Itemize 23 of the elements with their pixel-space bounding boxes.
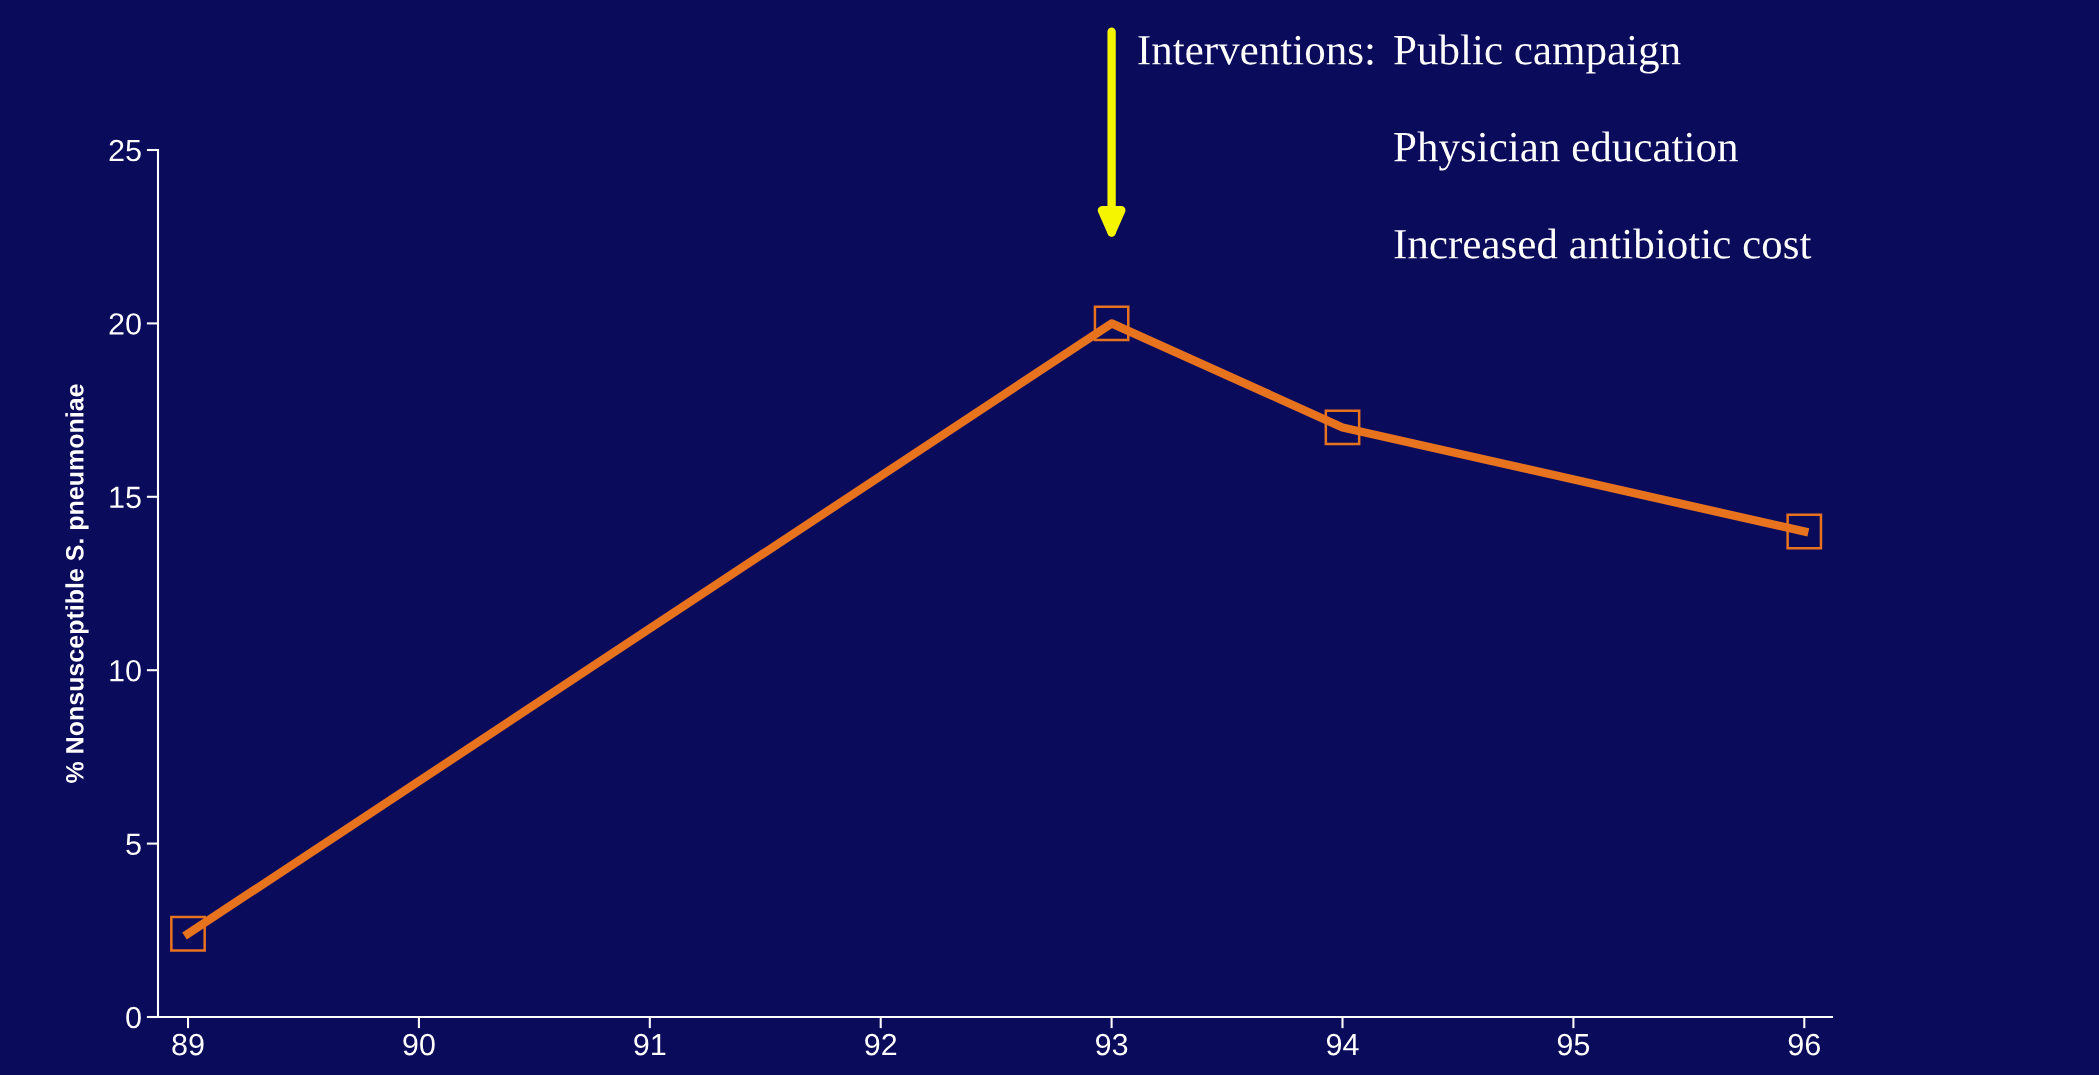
y-tick-label: 5	[126, 833, 141, 855]
annotation: Increased antibiotic cost	[1394, 228, 1812, 259]
x-tick-label: 92	[865, 1033, 897, 1056]
x-tick-label: 95	[1557, 1033, 1590, 1056]
point	[1786, 513, 1823, 550]
y-tick-label: 0	[126, 1006, 141, 1029]
text: Public campaign	[1394, 34, 1681, 74]
y-tick-label: 25	[109, 139, 141, 162]
y-tick-label: 15	[110, 486, 141, 509]
annotation: Physician education	[1394, 131, 1738, 171]
x-tick-label: 96	[1788, 1033, 1820, 1056]
y-axis-title: % Nonsusceptible S. pneumoniae	[65, 384, 89, 783]
point	[1324, 409, 1361, 446]
x-tick-label: 94	[1326, 1033, 1359, 1056]
x-tick-label: 89	[172, 1033, 204, 1056]
point	[1093, 305, 1130, 342]
x-tick-label: 91	[634, 1033, 666, 1056]
x-tick-label: 93	[1096, 1033, 1128, 1056]
point	[170, 915, 206, 952]
x-tick-label: 90	[403, 1033, 435, 1056]
text: Interventions:	[1138, 35, 1373, 65]
y-tick-label: 10	[110, 659, 141, 682]
y-tick-label: 20	[109, 313, 141, 335]
